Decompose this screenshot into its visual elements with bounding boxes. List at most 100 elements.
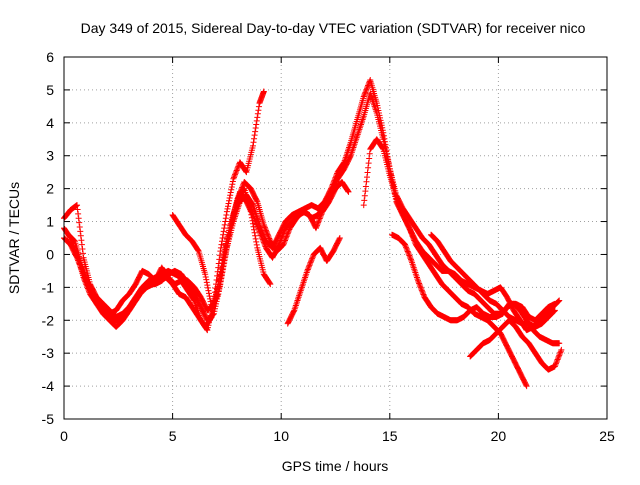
data-point (523, 383, 530, 390)
data-point (555, 353, 562, 360)
data-point (411, 237, 418, 244)
data-point (283, 234, 290, 241)
data-point (220, 228, 227, 235)
data-point (208, 313, 215, 320)
data-point (365, 164, 372, 171)
data-point (557, 349, 564, 356)
data-point (205, 287, 212, 294)
data-point (418, 287, 425, 294)
data-point (316, 216, 323, 223)
data-point (556, 352, 563, 359)
data-point (308, 256, 315, 263)
data-point (253, 121, 260, 128)
data-point (361, 197, 368, 204)
data-point (396, 202, 403, 209)
data-point (416, 280, 423, 287)
data-point (225, 200, 232, 207)
data-point (265, 232, 272, 239)
data-point (318, 211, 325, 218)
data-point (223, 211, 230, 218)
data-point (333, 173, 340, 180)
data-point (224, 241, 231, 248)
data-point (404, 248, 411, 255)
x-tick-label: 5 (169, 428, 177, 444)
data-point (550, 308, 557, 315)
y-tick-label: -4 (42, 378, 55, 394)
data-point (317, 212, 324, 219)
data-point (409, 233, 416, 240)
data-point (215, 264, 222, 271)
data-point (306, 262, 313, 269)
x-tick-label: 20 (491, 428, 507, 444)
data-point (254, 110, 261, 117)
data-point (239, 183, 246, 190)
data-point (362, 188, 369, 195)
x-tick-label: 25 (599, 428, 615, 444)
data-point (363, 86, 370, 93)
data-point (202, 271, 209, 278)
data-point (416, 281, 423, 288)
data-point (230, 174, 237, 181)
data-point (282, 237, 289, 244)
data-point (255, 107, 262, 114)
data-point (556, 340, 563, 347)
data-point (308, 258, 315, 265)
data-point (207, 295, 214, 302)
y-tick-label: 2 (46, 181, 54, 197)
data-point (554, 356, 561, 363)
data-point (362, 88, 369, 95)
data-point (398, 207, 405, 214)
data-point (551, 300, 558, 307)
data-point (202, 273, 209, 280)
y-tick-label: 1 (46, 214, 54, 230)
data-point (309, 254, 316, 261)
data-point (216, 284, 223, 291)
y-tick-label: -1 (42, 279, 55, 295)
y-tick-label: 5 (46, 82, 54, 98)
data-point (227, 192, 234, 199)
data-point (209, 308, 216, 315)
data-point (282, 236, 289, 243)
series-8 (388, 231, 558, 324)
data-point (415, 279, 422, 286)
data-point (223, 246, 230, 253)
data-point (555, 298, 562, 305)
data-point (226, 197, 233, 204)
y-tick-label: 0 (46, 246, 54, 262)
data-point (283, 233, 290, 240)
data-point (398, 209, 405, 216)
data-point (393, 196, 400, 203)
data-point (284, 230, 291, 237)
data-point (203, 279, 210, 286)
data-point (558, 346, 565, 353)
data-point (218, 241, 225, 248)
data-point (247, 208, 254, 215)
data-point (237, 188, 244, 195)
data-point (262, 227, 269, 234)
data-point (404, 247, 411, 254)
data-point (305, 263, 312, 270)
data-point (238, 185, 245, 192)
data-point (551, 363, 558, 370)
data-point (260, 221, 267, 228)
data-point (417, 284, 424, 291)
data-point (364, 83, 371, 90)
data-point (410, 234, 417, 241)
data-point (403, 244, 410, 251)
data-point (225, 235, 232, 242)
data-point (252, 125, 259, 132)
data-point (221, 225, 228, 232)
data-point (74, 202, 81, 209)
data-point (396, 203, 403, 210)
series-4 (65, 185, 274, 330)
y-tick-label: -5 (42, 411, 55, 427)
data-point (405, 249, 412, 256)
data-point (80, 250, 87, 257)
data-point (417, 283, 424, 290)
data-point (365, 160, 372, 167)
data-point (234, 166, 241, 173)
data-point (345, 188, 352, 195)
data-point (361, 90, 368, 97)
series-10 (428, 231, 558, 330)
data-point (263, 228, 270, 235)
